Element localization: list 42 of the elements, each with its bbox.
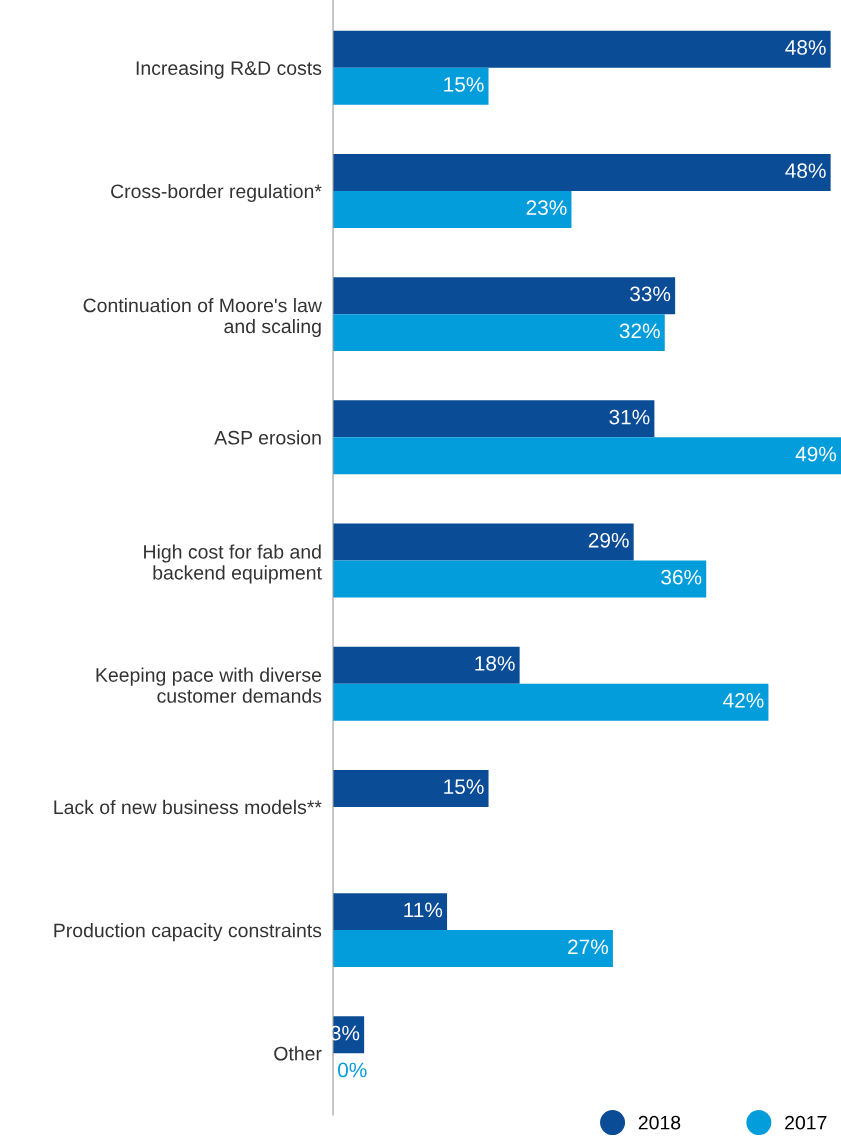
bar: [333, 277, 676, 315]
legend-label: 2018: [638, 1115, 681, 1130]
y-tick-label: Other: [274, 1046, 322, 1061]
y-tick-label: ASP erosion: [214, 430, 321, 445]
bar: [333, 560, 707, 598]
data-label: 36%: [661, 569, 702, 585]
data-label: 42%: [723, 693, 764, 708]
bar: [333, 523, 634, 561]
data-label: 23%: [526, 200, 567, 216]
bar: [333, 400, 655, 438]
data-label: 33%: [630, 286, 671, 302]
bar: [333, 67, 489, 105]
y-tick-label: Production capacity constraints: [54, 923, 322, 942]
bar: [333, 646, 520, 684]
data-label: 48%: [785, 40, 826, 55]
data-label: 48%: [785, 163, 826, 179]
bar: [333, 930, 613, 968]
bar: [333, 683, 769, 721]
data-label: 29%: [588, 532, 629, 548]
y-tick-label: Continuation of Moore's law and scaling: [83, 298, 322, 338]
bar: [333, 190, 572, 228]
y-tick-label: Cross-border regulation*: [111, 183, 322, 203]
bar: [333, 893, 448, 931]
data-label: 15%: [444, 779, 484, 795]
data-label: 27%: [568, 939, 609, 955]
bar: [333, 437, 841, 475]
y-tick-label: High cost for fab and backend equipment: [144, 544, 322, 584]
data-label: 32%: [619, 323, 660, 339]
data-label: 49%: [795, 446, 837, 462]
data-label: 18%: [475, 656, 515, 671]
y-tick-label: Lack of new business models**: [54, 799, 322, 815]
bar: [333, 30, 831, 68]
data-label: 31%: [609, 409, 650, 425]
legend-label: 2017: [785, 1115, 827, 1130]
y-tick-label: Increasing R&D costs: [136, 60, 322, 79]
data-label: 15%: [444, 77, 484, 92]
data-label: 0%: [338, 1062, 367, 1078]
bar: [333, 769, 489, 807]
y-tick-label: Keeping pace with diverse customer demands: [96, 667, 322, 703]
data-label: 11%: [404, 902, 443, 918]
bar: [333, 314, 665, 352]
bar: [333, 153, 831, 191]
